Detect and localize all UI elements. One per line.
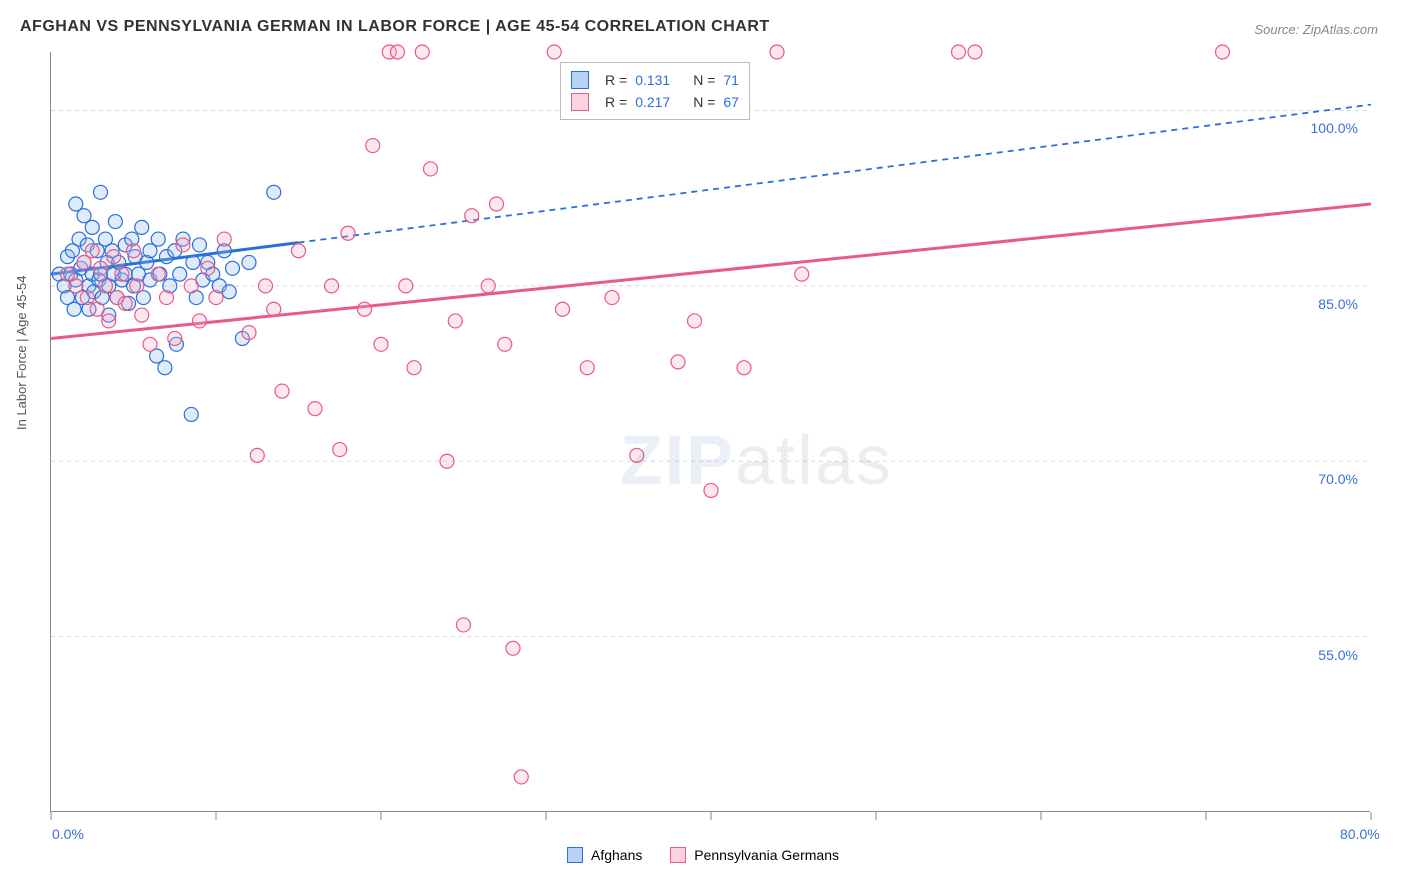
stats-row-afghans: R = 0.131 N = 71 — [571, 69, 739, 91]
y-tick-label: 70.0% — [1288, 471, 1358, 487]
legend-label-pa-germans: Pennsylvania Germans — [694, 847, 839, 863]
chart-svg — [51, 52, 1370, 811]
legend-footer: Afghans Pennsylvania Germans — [0, 847, 1406, 866]
chart-container: AFGHAN VS PENNSYLVANIA GERMAN IN LABOR F… — [0, 0, 1406, 892]
stats-r-value: 0.131 — [635, 72, 685, 88]
y-tick-label: 100.0% — [1288, 120, 1358, 136]
chart-plot-area — [50, 52, 1370, 812]
stats-r-label: R = — [605, 94, 627, 110]
stats-r-value: 0.217 — [635, 94, 685, 110]
stats-n-value: 71 — [723, 72, 739, 88]
stats-n-value: 67 — [723, 94, 739, 110]
legend-swatch-pa-germans — [670, 847, 686, 863]
legend-item-afghans: Afghans — [567, 847, 642, 863]
chart-title: AFGHAN VS PENNSYLVANIA GERMAN IN LABOR F… — [20, 18, 770, 36]
x-tick-label: 80.0% — [1340, 826, 1380, 842]
legend-label-afghans: Afghans — [591, 847, 642, 863]
stats-r-label: R = — [605, 72, 627, 88]
x-tick-label: 0.0% — [52, 826, 84, 842]
y-tick-label: 85.0% — [1288, 296, 1358, 312]
y-axis-label: In Labor Force | Age 45-54 — [14, 276, 29, 430]
stats-row-pa_germans: R = 0.217 N = 67 — [571, 91, 739, 113]
stats-swatch — [571, 93, 589, 111]
source-value: ZipAtlas.com — [1303, 22, 1378, 37]
source-label: Source: ZipAtlas.com — [1254, 22, 1378, 37]
source-prefix: Source: — [1254, 22, 1302, 37]
stats-n-label: N = — [693, 72, 715, 88]
stats-n-label: N = — [693, 94, 715, 110]
legend-swatch-afghans — [567, 847, 583, 863]
stats-swatch — [571, 71, 589, 89]
legend-item-pa-germans: Pennsylvania Germans — [670, 847, 839, 863]
correlation-stats-box: R = 0.131 N = 71 R = 0.217 N = 67 — [560, 62, 750, 120]
y-tick-label: 55.0% — [1288, 647, 1358, 663]
